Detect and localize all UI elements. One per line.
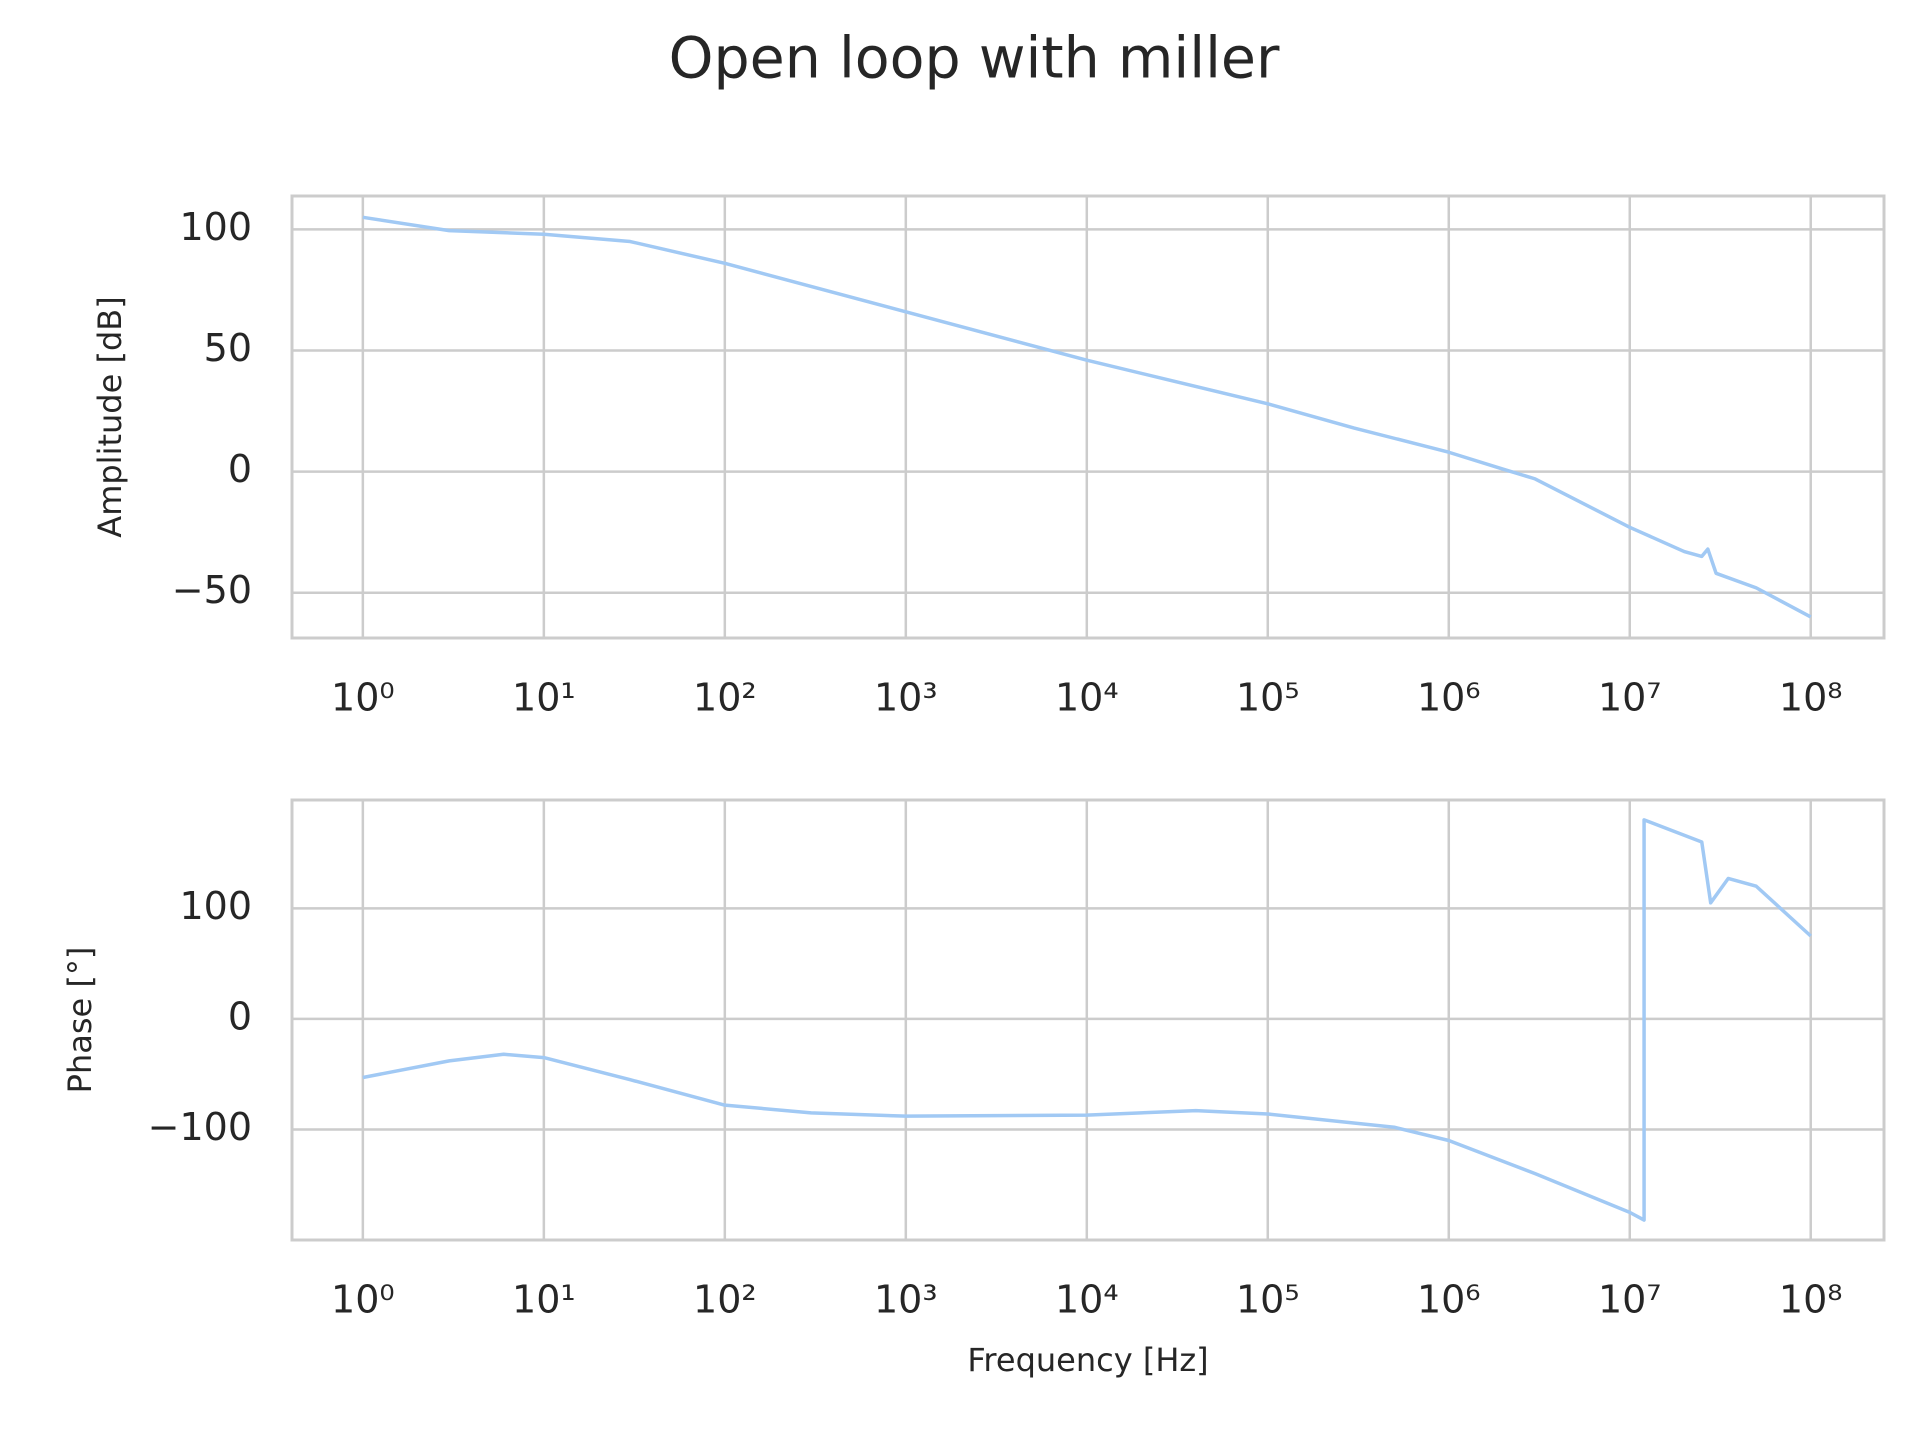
x-tick-label: 10⁰ — [331, 676, 395, 720]
y-tick-label: 100 — [179, 205, 252, 249]
x-tick-label: 10³ — [874, 1278, 938, 1322]
x-tick-label: 10⁶ — [1417, 1278, 1481, 1322]
x-tick-label: 10² — [693, 1278, 757, 1322]
x-tick-label: 10⁵ — [1236, 676, 1300, 720]
y-axis-label: Amplitude [dB] — [91, 296, 129, 537]
x-tick-label: 10³ — [874, 676, 938, 720]
x-tick-label: 10⁰ — [331, 1278, 395, 1322]
y-tick-label: −100 — [148, 1105, 252, 1149]
x-tick-label: 10¹ — [512, 676, 576, 720]
x-tick-label: 10⁷ — [1598, 676, 1662, 720]
x-tick-label: 10⁴ — [1055, 1278, 1119, 1322]
data-line — [362, 818, 1812, 1222]
x-tick-label: 10⁵ — [1236, 1278, 1300, 1322]
x-tick-label: 10¹ — [512, 1278, 576, 1322]
axes-frame — [290, 798, 1886, 1242]
y-tick-label: −50 — [172, 568, 252, 612]
y-tick-label: 0 — [228, 447, 252, 491]
x-tick-label: 10⁶ — [1417, 676, 1481, 720]
y-axis-label: Phase [°] — [61, 947, 99, 1094]
x-axis-label: Frequency [Hz] — [967, 1341, 1208, 1379]
y-tick-label: 50 — [204, 326, 252, 370]
x-tick-label: 10² — [693, 676, 757, 720]
data-line — [362, 215, 1812, 619]
y-tick-label: 100 — [179, 884, 252, 928]
axes-frame — [290, 194, 1886, 640]
x-tick-label: 10⁷ — [1598, 1278, 1662, 1322]
x-tick-label: 10⁸ — [1779, 1278, 1843, 1322]
x-tick-label: 10⁴ — [1055, 676, 1119, 720]
y-tick-label: 0 — [228, 994, 252, 1038]
x-tick-label: 10⁸ — [1779, 676, 1843, 720]
figure-title: Open loop with miller — [669, 26, 1280, 92]
